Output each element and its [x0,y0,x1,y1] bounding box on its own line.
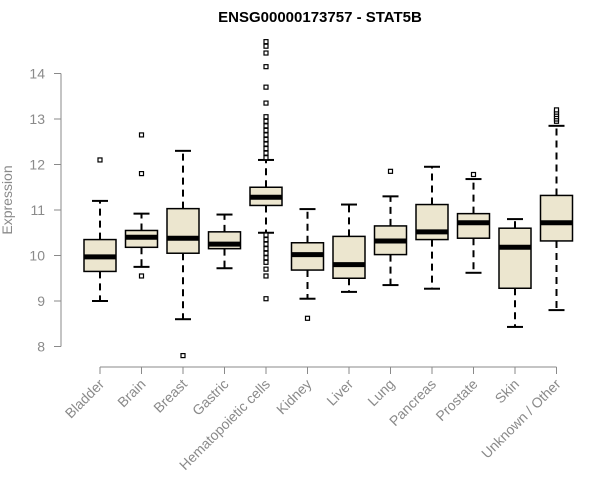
box-group [249,39,283,302]
outlier-point [180,353,186,359]
x-tick-label: Bladder [62,376,108,422]
outlier-point [263,136,269,143]
box-group [539,107,574,312]
boxes [83,39,574,359]
y-tick-label: 10 [29,248,45,264]
x-tick-label: Breast [150,376,190,416]
outlier-point [387,168,394,174]
box-group [498,218,532,328]
x-tick-label: Liver [323,376,356,409]
outlier-point [263,296,269,302]
outlier-point [263,100,269,106]
outlier-point [263,114,269,120]
outlier-point [263,150,269,156]
outlier-point [263,43,269,49]
x-tick-label: Unknown / Other [478,376,564,462]
outlier-point [263,250,269,256]
outlier-point [263,273,269,279]
outlier-point [263,145,269,152]
outlier-point [263,232,269,238]
chart-title: ENSG00000173757 - STAT5B [218,9,422,26]
x-tick-label: Kidney [273,376,315,418]
box-group [166,149,200,359]
box-group [83,157,117,302]
outlier-point [138,171,145,177]
outlier-point [304,315,311,321]
box-group [456,171,491,274]
outlier-point [138,273,145,279]
outlier-point [263,132,269,138]
y-tick-label: 8 [37,339,45,355]
y-tick-label: 12 [29,157,45,173]
box-group [207,213,242,270]
outlier-point [263,118,269,124]
y-tick-label: 9 [37,293,45,309]
iqr-box [166,207,200,254]
box-group [415,165,449,290]
box-group [373,168,408,287]
x-tick-label: Skin [492,376,523,407]
iqr-box [332,235,366,279]
x-tick-label: Lung [364,376,397,409]
iqr-box [456,212,491,239]
outlier-point [263,50,269,56]
outlier-point [470,171,477,178]
outlier-point [263,127,269,133]
y-tick-label: 11 [30,202,45,218]
iqr-box [539,194,574,242]
outlier-point [263,236,269,243]
outlier-point [263,39,269,45]
x-tick-label: Prostate [432,376,480,424]
outlier-point [263,64,269,70]
outlier-point [263,155,269,161]
iqr-box [498,227,532,290]
outlier-point [263,141,269,147]
outlier-point [263,84,269,90]
outlier-point [553,107,560,113]
x-tick-label: Brain [114,376,148,410]
y-tick-label: 14 [29,66,45,82]
outlier-point [263,266,269,272]
outlier-point [97,157,103,163]
outlier-point [263,246,269,252]
box-group [124,132,159,279]
box-group [290,208,325,321]
outlier-point [263,241,269,247]
y-axis-label: Expression [0,165,15,234]
outlier-point [263,259,269,265]
outlier-point [138,132,145,138]
outlier-point [263,123,269,129]
y-tick-label: 13 [29,111,45,127]
box-group [332,203,366,293]
outlier-point [263,255,269,261]
